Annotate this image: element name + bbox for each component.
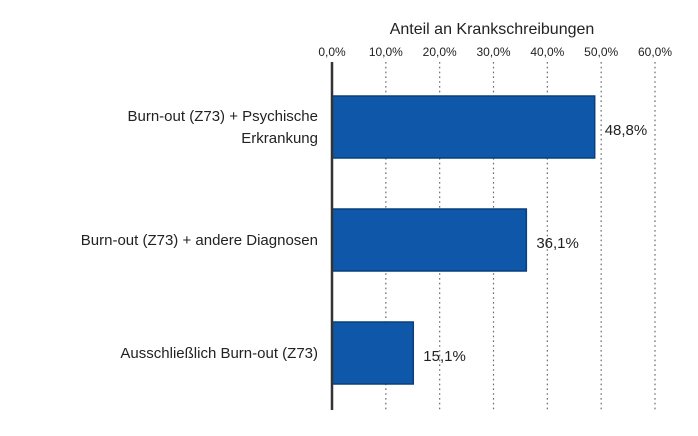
category-label: Erkrankung	[241, 130, 318, 147]
category-label: Ausschließlich Burn-out (Z73)	[120, 345, 318, 362]
x-tick-label: 20,0%	[423, 45, 457, 59]
x-tick-label: 0,0%	[318, 45, 346, 59]
x-tick-label: 60,0%	[638, 45, 672, 59]
bars	[331, 95, 596, 385]
bar	[331, 321, 415, 385]
category-labels: Burn-out (Z73) + Psychische Erkrankung Bur…	[81, 108, 318, 362]
bar	[331, 95, 596, 159]
x-tick-label: 40,0%	[530, 45, 564, 59]
x-axis-title: Anteil an Krankschreibungen	[390, 21, 595, 38]
value-label: 48,8%	[605, 122, 648, 139]
category-label: Burn-out (Z73) + Psychische	[128, 108, 319, 125]
value-label: 36,1%	[536, 235, 579, 252]
x-tick-labels: 0,0% 10,0% 20,0% 30,0% 40,0% 50,0% 60,0%	[318, 45, 672, 59]
bar	[331, 208, 528, 272]
x-tick-label: 30,0%	[476, 45, 510, 59]
value-labels: 48,8% 36,1% 15,1%	[423, 122, 647, 365]
category-label: Burn-out (Z73) + andere Diagnosen	[81, 232, 318, 249]
value-label: 15,1%	[423, 348, 466, 365]
x-tick-label: 10,0%	[369, 45, 403, 59]
x-tick-label: 50,0%	[584, 45, 618, 59]
